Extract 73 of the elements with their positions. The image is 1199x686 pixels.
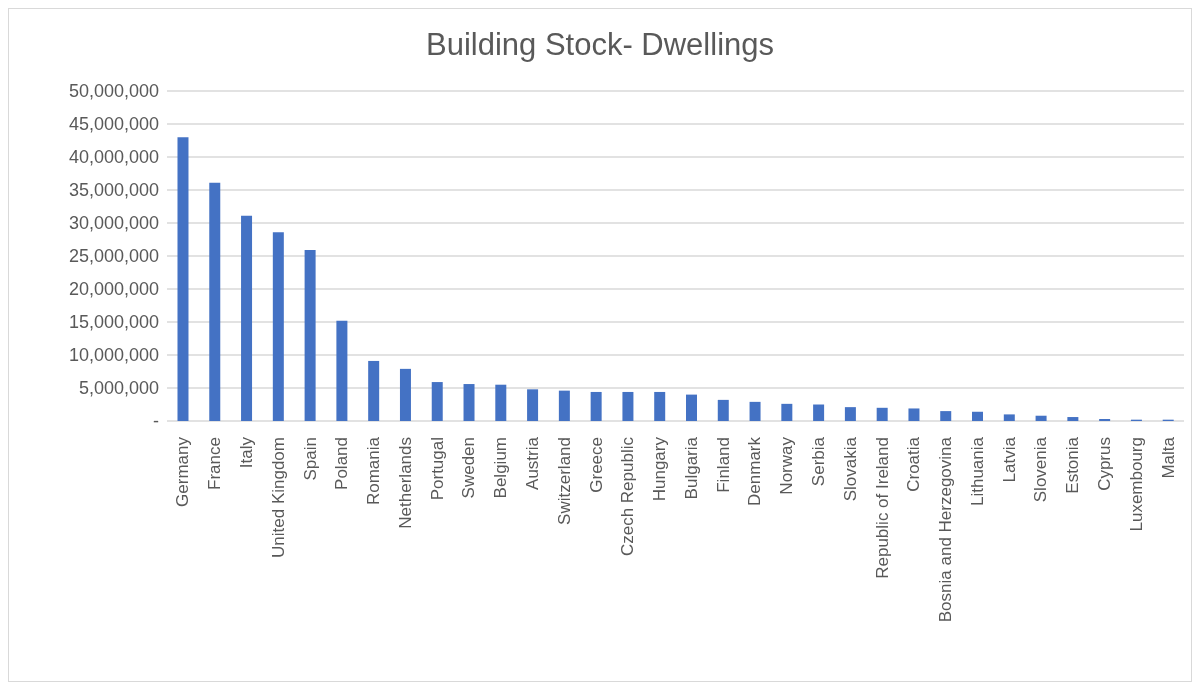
y-tick-label: 45,000,000 (68, 114, 159, 135)
y-tick-label: 30,000,000 (68, 213, 159, 234)
x-tick-label: Sweden (459, 437, 479, 499)
bar (1003, 414, 1015, 421)
x-tick-label: Bulgaria (681, 436, 701, 500)
bar (813, 404, 825, 421)
bar (781, 403, 793, 421)
bar (558, 390, 570, 421)
bar (527, 389, 539, 421)
x-tick-label: Spain (300, 437, 320, 481)
bar (717, 399, 729, 421)
bar (431, 382, 443, 421)
bar (241, 215, 253, 421)
x-tick-label: Hungary (650, 436, 670, 502)
bar (908, 408, 920, 421)
x-tick-label: Norway (777, 436, 797, 495)
x-tick-label: Italy (236, 436, 256, 469)
bar (749, 401, 761, 421)
x-tick-label: Germany (173, 436, 193, 507)
y-tick-label: 10,000,000 (68, 345, 159, 366)
x-tick-label: Romania (364, 436, 384, 506)
bar (209, 182, 221, 421)
bar (1035, 415, 1047, 421)
y-tick-label: 50,000,000 (68, 81, 159, 102)
x-tick-label: Slovakia (840, 436, 860, 502)
x-tick-label: United Kingdom (268, 437, 288, 558)
y-tick-label: 40,000,000 (68, 147, 159, 168)
x-tick-label: Belgium (491, 437, 511, 499)
x-tick-label: Republic of Ireland (872, 437, 892, 579)
bar (1067, 417, 1079, 421)
x-tick-label: Switzerland (554, 437, 574, 525)
bar (876, 407, 888, 421)
x-tick-label: Greece (586, 437, 606, 493)
x-tick-label: Slovenia (1031, 436, 1051, 503)
x-tick-label: Finland (713, 437, 733, 493)
x-tick-label: Czech Republic (618, 436, 638, 557)
x-tick-label: Denmark (745, 436, 765, 506)
x-tick-label: Luxembourg (1126, 437, 1146, 532)
bar (399, 368, 411, 421)
y-tick-label: 25,000,000 (68, 246, 159, 267)
bar (177, 137, 189, 421)
bar (940, 411, 952, 421)
bar (590, 391, 602, 421)
x-tick-label: Lithuania (967, 436, 987, 507)
bar (272, 232, 284, 421)
x-tick-label: Cyprus (1095, 437, 1115, 491)
bar (685, 394, 697, 421)
x-tick-label: Bosnia and Herzegovina (936, 436, 956, 623)
x-tick-label: Portugal (427, 437, 447, 501)
x-tick-label: Croatia (904, 436, 924, 492)
bar (368, 360, 380, 421)
x-tick-label: Austria (522, 436, 542, 490)
bar (304, 250, 316, 421)
x-tick-label: Serbia (809, 436, 829, 487)
bar (336, 320, 348, 421)
x-tick-label: Latvia (999, 436, 1019, 483)
bar (622, 391, 634, 421)
bar (463, 384, 475, 421)
y-tick-label: 15,000,000 (68, 312, 159, 333)
x-tick-label: France (205, 437, 225, 490)
y-tick-label: 5,000,000 (78, 378, 159, 399)
chart-title: Building Stock- Dwellings (424, 27, 775, 64)
bar (495, 384, 507, 421)
x-tick-label: Estonia (1063, 436, 1083, 494)
y-tick-label: - (153, 411, 159, 432)
x-tick-label: Netherlands (395, 437, 415, 529)
y-tick-label: 20,000,000 (68, 279, 159, 300)
bar (844, 407, 856, 421)
x-tick-label: Malta (1158, 436, 1178, 479)
bar (654, 391, 666, 421)
y-tick-label: 35,000,000 (68, 180, 159, 201)
bar (972, 411, 984, 421)
x-tick-label: Poland (332, 437, 352, 490)
